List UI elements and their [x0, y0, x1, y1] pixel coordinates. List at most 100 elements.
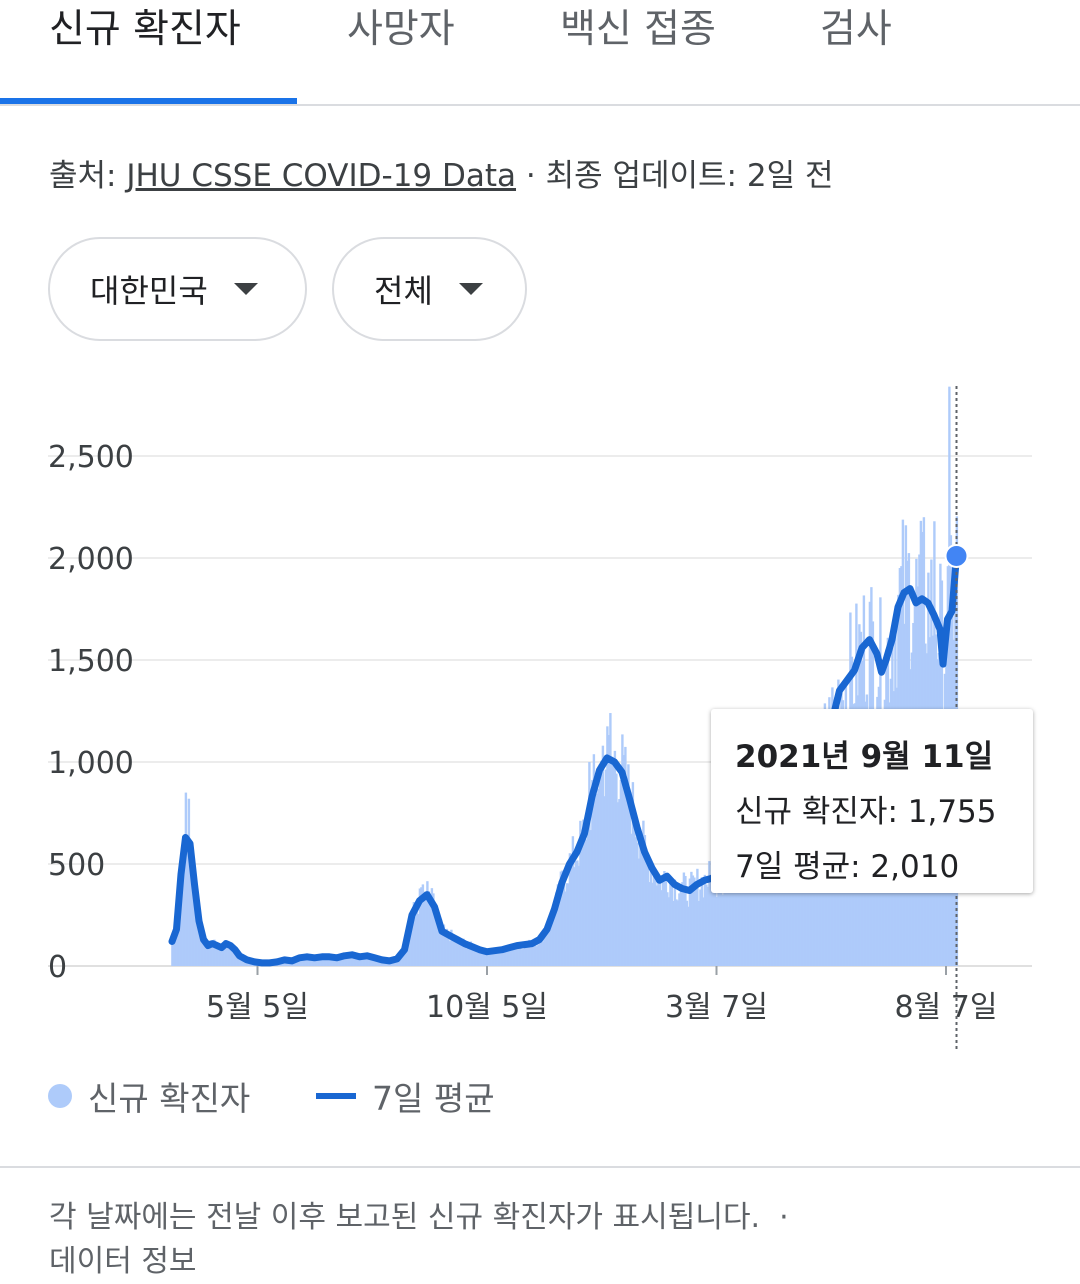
- daily-case-bar: [364, 956, 368, 966]
- daily-case-bar: [189, 854, 192, 966]
- daily-case-bar: [792, 832, 795, 966]
- daily-case-bar: [739, 887, 743, 966]
- daily-case-bar: [340, 955, 344, 966]
- daily-case-bar: [543, 932, 546, 966]
- daily-case-bar: [670, 882, 674, 966]
- daily-case-bar: [634, 837, 638, 966]
- daily-case-bar: [784, 826, 788, 966]
- daily-case-bar: [663, 871, 666, 966]
- tab-deaths[interactable]: 사망자: [347, 7, 455, 52]
- highlight-point: [944, 543, 969, 568]
- daily-case-bar: [349, 953, 353, 966]
- footnote-separator: ·: [769, 1200, 789, 1235]
- daily-case-bar: [372, 956, 375, 966]
- daily-case-bar: [736, 886, 740, 966]
- daily-case-bar: [459, 940, 462, 966]
- daily-case-bar: [217, 945, 221, 966]
- daily-case-bar: [480, 951, 483, 966]
- daily-case-bar: [790, 861, 794, 966]
- daily-case-bar: [775, 835, 779, 966]
- region-dropdown[interactable]: 대한민국: [48, 237, 307, 341]
- daily-case-bar: [619, 779, 623, 966]
- daily-case-bar: [339, 958, 342, 966]
- tab-new-cases[interactable]: 신규 확진자: [49, 7, 241, 52]
- daily-case-bar: [436, 911, 440, 966]
- daily-case-bar: [220, 949, 224, 966]
- x-tick-label: 8월 7일: [895, 990, 998, 1025]
- daily-case-bar: [447, 935, 450, 966]
- legend-dot-icon: [48, 1084, 72, 1108]
- daily-case-bar: [673, 879, 677, 966]
- daily-case-bar: [771, 855, 774, 966]
- daily-case-bar: [403, 951, 407, 966]
- daily-case-bar: [477, 951, 480, 966]
- daily-case-bar: [300, 958, 303, 966]
- daily-case-bar: [787, 842, 791, 966]
- daily-case-bar: [229, 947, 233, 966]
- daily-case-bar: [322, 956, 326, 966]
- data-info-link[interactable]: 데이터 정보: [49, 1244, 197, 1279]
- tooltip-cases: 신규 확진자: 1,755: [735, 794, 997, 830]
- daily-case-bar: [303, 956, 306, 966]
- daily-case-bar: [685, 900, 689, 966]
- tooltip-date: 2021년 9월 11일: [735, 739, 994, 775]
- daily-case-bar: [759, 873, 762, 966]
- daily-case-bar: [727, 874, 731, 966]
- source-line: 출처: JHU CSSE COVID-19 Data · 최종 업데이트: 2일…: [49, 150, 833, 195]
- daily-case-bar: [318, 957, 321, 966]
- daily-case-bar: [193, 899, 197, 966]
- daily-case-bar: [747, 854, 750, 966]
- daily-case-bar: [567, 883, 570, 966]
- daily-case-bar: [177, 912, 180, 966]
- daily-case-bar: [202, 939, 206, 966]
- x-tick-label: 3월 7일: [665, 990, 768, 1025]
- daily-case-bar: [424, 895, 428, 966]
- daily-case-bar: [492, 952, 495, 966]
- daily-case-bar: [774, 866, 777, 966]
- daily-case-bar: [172, 936, 176, 966]
- daily-case-bar: [400, 955, 404, 966]
- daily-case-bar: [553, 905, 557, 966]
- daily-case-bar: [367, 957, 371, 966]
- daily-case-bar: [703, 874, 707, 966]
- daily-case-bar: [333, 956, 336, 966]
- daily-case-bar: [451, 936, 455, 966]
- daily-case-bar: [570, 856, 573, 966]
- scope-dropdown[interactable]: 전체: [332, 237, 527, 341]
- daily-case-bar: [585, 839, 588, 966]
- daily-case-bar: [603, 796, 606, 966]
- daily-case-bar: [457, 936, 461, 966]
- daily-case-bar: [417, 913, 420, 966]
- tab-testing[interactable]: 검사: [820, 7, 892, 52]
- tab-vaccinations[interactable]: 백신 접종: [560, 7, 716, 52]
- daily-case-bar: [394, 959, 398, 966]
- tooltip-average: 7일 평균: 2,010: [735, 849, 960, 885]
- source-link[interactable]: JHU CSSE COVID-19 Data: [126, 158, 517, 194]
- daily-case-bar: [442, 924, 446, 966]
- daily-case-bar: [544, 934, 548, 966]
- daily-case-bar: [396, 960, 399, 966]
- daily-case-bar: [768, 839, 771, 966]
- daily-case-bar: [720, 884, 723, 966]
- daily-case-bar: [661, 874, 665, 966]
- daily-case-bar: [669, 879, 672, 966]
- daily-case-bar: [687, 906, 690, 966]
- daily-case-bar: [615, 773, 618, 966]
- daily-case-bar: [609, 713, 612, 966]
- daily-case-bar: [741, 877, 744, 966]
- daily-case-bar: [636, 842, 639, 966]
- daily-case-bar: [462, 938, 465, 966]
- daily-case-bar: [591, 779, 594, 966]
- daily-case-bar: [361, 956, 365, 966]
- daily-case-bar: [196, 915, 200, 966]
- daily-case-bar: [430, 888, 434, 966]
- daily-case-bar: [199, 933, 203, 966]
- daily-case-bar: [411, 913, 414, 966]
- daily-case-bar: [765, 861, 768, 966]
- daily-case-bar: [711, 891, 714, 966]
- daily-case-bar: [699, 889, 702, 966]
- daily-case-bar: [475, 950, 479, 966]
- daily-case-bar: [535, 946, 539, 966]
- daily-case-bar: [427, 891, 431, 966]
- daily-case-bar: [751, 848, 755, 966]
